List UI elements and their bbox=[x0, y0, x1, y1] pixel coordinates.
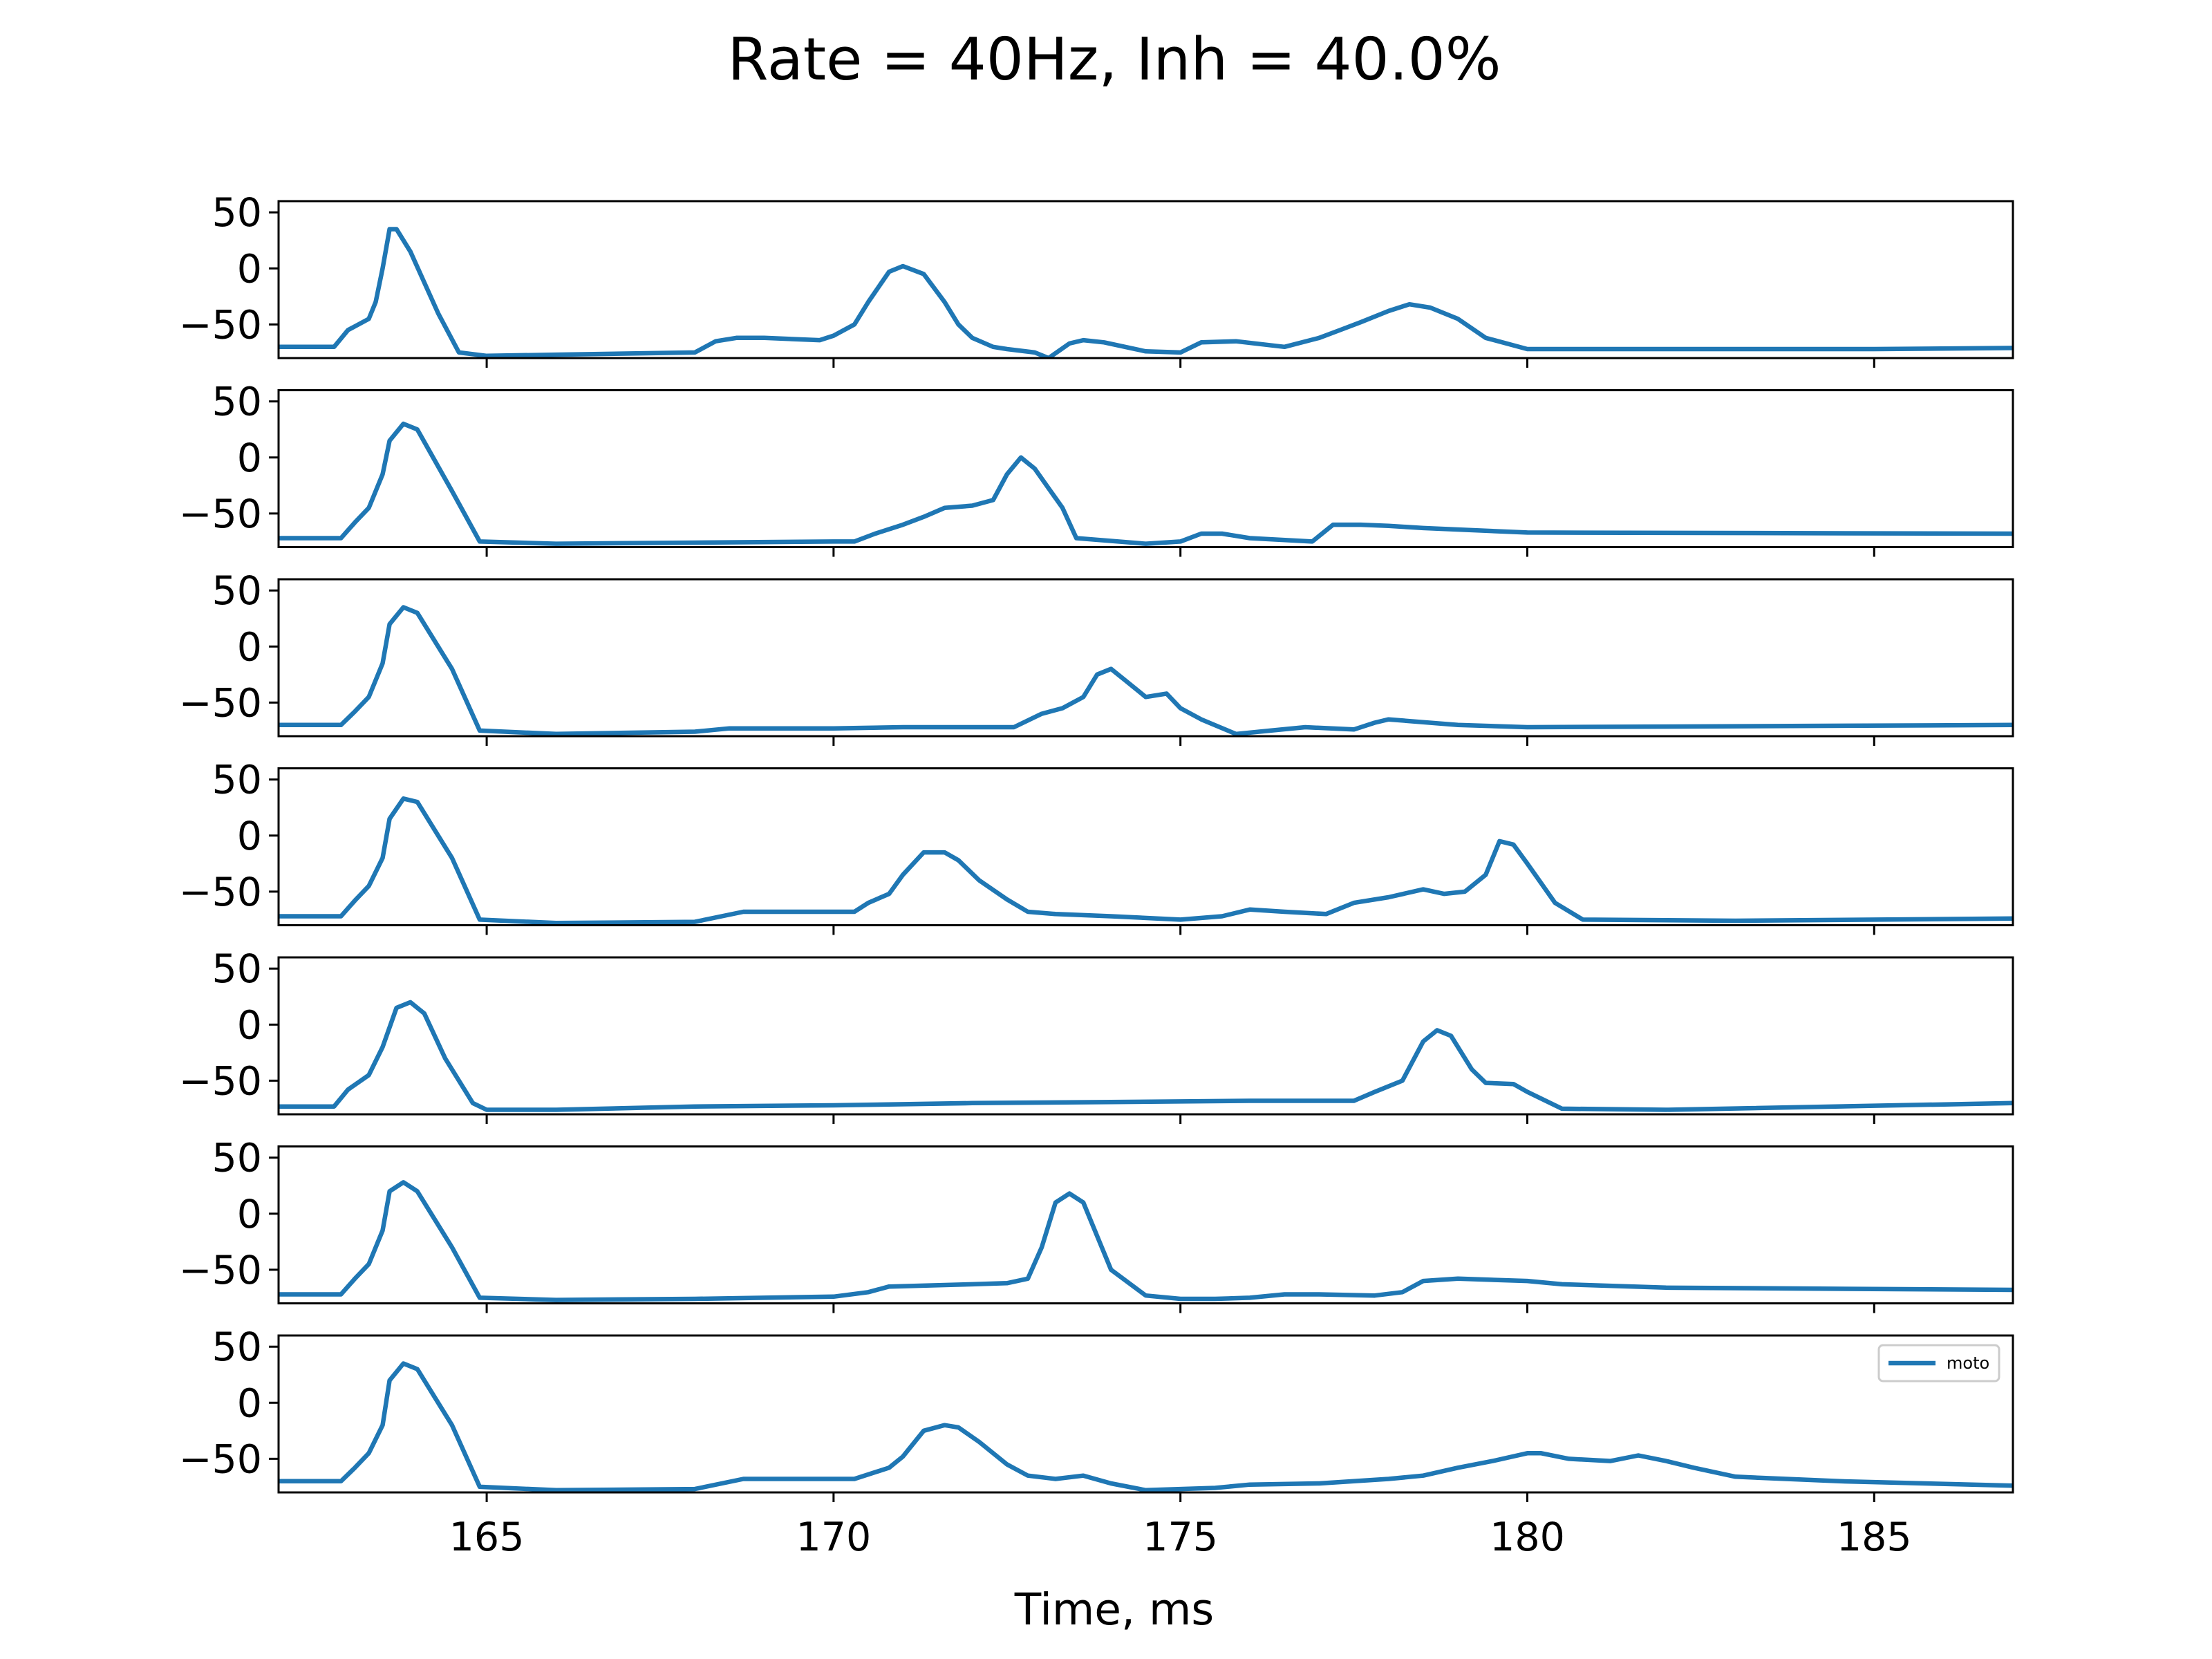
subplots: 50 0 −50 50 0 −50 50 0 −50 50 0 −50 50 0 −50 50 0 −50 50 0 −… bbox=[179, 190, 2014, 1560]
y-tick-label: 50 bbox=[212, 1324, 262, 1370]
axes-frame bbox=[277, 956, 2014, 1116]
x-tick-label: 180 bbox=[1490, 1515, 1565, 1560]
y-tick-label: −50 bbox=[179, 870, 262, 915]
legend-box bbox=[1877, 1344, 2000, 1382]
y-tick-label: 0 bbox=[237, 814, 262, 859]
axes-frame bbox=[277, 200, 2014, 359]
y-tick-label: 50 bbox=[212, 946, 262, 992]
subplot-3: 50 0 −50 bbox=[179, 568, 2014, 746]
series-line-moto bbox=[279, 1000, 2013, 1112]
x-axis-label: Time, ms bbox=[1014, 1584, 1214, 1635]
series-line-moto bbox=[279, 1180, 2013, 1302]
subplot-4: 50 0 −50 bbox=[179, 758, 2014, 935]
x-tick-label: 165 bbox=[449, 1515, 525, 1560]
y-tick-label: 50 bbox=[212, 1136, 262, 1181]
y-tick-label: −50 bbox=[179, 680, 262, 726]
x-tick-label: 170 bbox=[796, 1515, 871, 1560]
series-line-moto bbox=[279, 796, 2013, 926]
y-tick-label: 0 bbox=[237, 435, 262, 481]
y-tick-label: 0 bbox=[237, 1002, 262, 1048]
subplot-1: 50 0 −50 bbox=[179, 190, 2014, 368]
subplot-2: 50 0 −50 bbox=[179, 379, 2014, 557]
axes-frame bbox=[277, 578, 2014, 738]
y-tick-label: 0 bbox=[237, 246, 262, 292]
series-line-moto bbox=[279, 605, 2013, 736]
y-tick-label: 50 bbox=[212, 568, 262, 614]
y-tick-label: −50 bbox=[179, 1248, 262, 1293]
subplot-6: 50 0 −50 bbox=[179, 1136, 2014, 1313]
series-line-moto bbox=[279, 421, 2013, 546]
axes-frame bbox=[277, 1145, 2014, 1304]
x-tick-label: 185 bbox=[1837, 1515, 1912, 1560]
y-tick-label: 0 bbox=[237, 624, 262, 670]
y-tick-label: 50 bbox=[212, 190, 262, 236]
chart-title: Rate = 40Hz, Inh = 40.0% bbox=[728, 26, 1501, 94]
y-tick-label: −50 bbox=[179, 1436, 262, 1482]
series-line-moto bbox=[279, 1361, 2013, 1492]
y-tick-label: 50 bbox=[212, 758, 262, 803]
axes-frame bbox=[277, 767, 2014, 926]
x-tick-label: 175 bbox=[1143, 1515, 1218, 1560]
y-tick-label: 50 bbox=[212, 379, 262, 425]
y-tick-label: 0 bbox=[237, 1380, 262, 1426]
y-tick-label: 0 bbox=[237, 1192, 262, 1237]
y-tick-label: −50 bbox=[179, 1058, 262, 1104]
legend: moto bbox=[1877, 1344, 2000, 1382]
subplot-5: 50 0 −50 bbox=[179, 946, 2014, 1124]
legend-label: moto bbox=[1947, 1353, 1989, 1373]
subplot-7: 50 0 −50 165 170 175 180 185 moto bbox=[179, 1324, 2014, 1560]
y-tick-label: −50 bbox=[179, 491, 262, 537]
axes-frame bbox=[277, 1334, 2014, 1494]
y-tick-label: −50 bbox=[179, 302, 262, 348]
axes-frame bbox=[277, 389, 2014, 548]
series-line-moto bbox=[279, 227, 2013, 358]
